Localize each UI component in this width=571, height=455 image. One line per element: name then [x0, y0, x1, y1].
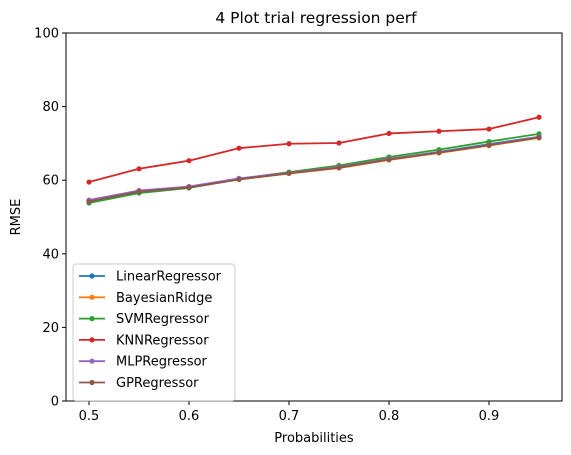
series-line: [88, 116, 540, 183]
data-point: [486, 126, 492, 132]
legend-label: MLPRegressor: [116, 355, 208, 370]
data-point: [286, 170, 292, 176]
data-point: [186, 158, 192, 164]
data-point: [386, 156, 392, 163]
legend-item: BayesianRidge: [79, 291, 212, 306]
legend-label: BayesianRidge: [116, 291, 212, 306]
legend-swatch-marker: [89, 273, 95, 279]
data-point: [536, 114, 542, 120]
data-point: [536, 134, 542, 141]
data-point: [336, 140, 342, 146]
legend-swatch-marker: [89, 358, 95, 364]
axis-ticks: 0.5 0.6 0.7 0.8 0.9 0 20 40 60 80 100: [34, 27, 499, 425]
data-point: [286, 141, 292, 147]
y-tick-label: 40: [42, 247, 59, 262]
data-point: [436, 128, 442, 134]
data-point: [236, 145, 242, 151]
x-tick-label: 0.6: [179, 409, 200, 424]
data-point: [136, 189, 142, 195]
series-KNNRegressor: [86, 114, 542, 185]
legend-box: [72, 263, 236, 402]
data-point: [386, 130, 392, 137]
y-tick-label: 20: [42, 321, 59, 336]
x-tick-label: 0.5: [79, 409, 100, 424]
data-point: [136, 166, 142, 172]
legend-swatch-marker: [89, 294, 95, 300]
legend-label: SVMRegressor: [116, 312, 210, 327]
legend-item: SVMRegressor: [79, 312, 210, 327]
data-point: [486, 142, 492, 148]
series-line: [88, 132, 540, 204]
legend-item: LinearRegressor: [79, 270, 222, 285]
x-tick-label: 0.7: [279, 409, 300, 424]
legend-item: MLPRegressor: [79, 355, 208, 370]
plot-area: [86, 114, 542, 206]
chart-title: 4 Plot trial regression perf: [215, 9, 417, 27]
series-SVMRegressor: [86, 131, 542, 206]
y-tick-label: 0: [51, 395, 59, 410]
legend-label: LinearRegressor: [116, 270, 222, 285]
plot-frame: [65, 32, 563, 402]
legend-item: GPRegressor: [79, 376, 199, 391]
data-point: [436, 150, 442, 156]
data-point: [336, 165, 342, 171]
legend: LinearRegressor BayesianRidge SVMRegressor…: [72, 263, 236, 402]
y-tick-label: 80: [42, 100, 59, 115]
data-point: [236, 176, 242, 183]
legend-swatch-marker: [89, 316, 95, 322]
x-tick-label: 0.8: [379, 409, 400, 424]
legend-swatch-marker: [89, 379, 95, 386]
legend-swatch-marker: [89, 337, 95, 343]
legend-item: KNNRegressor: [79, 333, 209, 348]
y-axis-label: RMSE: [9, 199, 24, 236]
data-point: [86, 179, 92, 185]
legend-label: KNNRegressor: [116, 333, 209, 348]
x-axis-label: Probabilities: [274, 431, 354, 446]
y-tick-label: 60: [42, 174, 59, 189]
legend-label: GPRegressor: [116, 376, 199, 391]
y-tick-label: 100: [34, 27, 59, 42]
x-tick-label: 0.9: [479, 409, 500, 424]
series-GPRegressor: [86, 134, 542, 205]
data-point: [86, 198, 92, 205]
series-line: [88, 136, 540, 203]
data-point: [186, 184, 192, 191]
